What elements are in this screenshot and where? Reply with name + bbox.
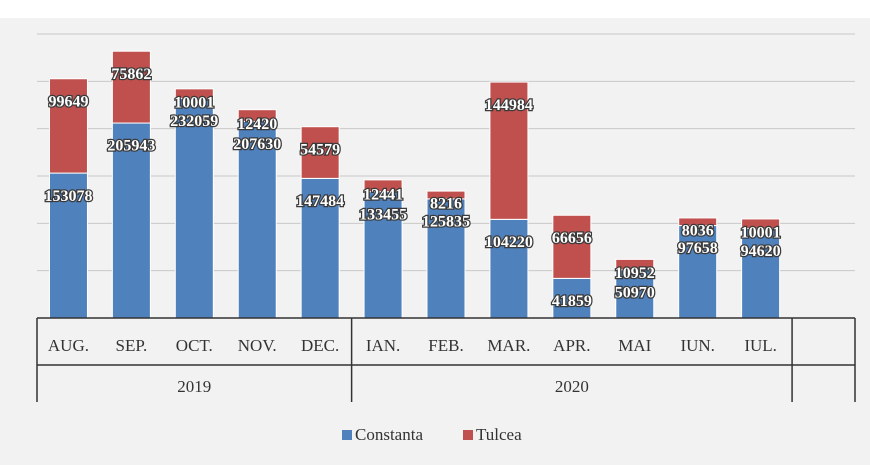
bar-segment <box>552 214 592 279</box>
bar-segment <box>48 78 88 174</box>
data-label: 125835 <box>422 214 470 231</box>
x-tick-label: FEB. <box>428 336 463 355</box>
data-label: 97658 <box>678 240 718 257</box>
data-label: 94620 <box>741 243 781 260</box>
data-label: 99649 <box>48 93 88 110</box>
legend-swatch <box>463 430 473 440</box>
data-label: 10001 <box>174 94 214 111</box>
x-tick-label: MAI <box>618 336 651 355</box>
legend-label: Constanta <box>355 425 423 444</box>
data-label: 8036 <box>682 222 714 239</box>
x-tick-label: OCT. <box>176 336 213 355</box>
data-label: 104220 <box>485 234 533 251</box>
x-tick-label: DEC. <box>301 336 339 355</box>
data-label: 133455 <box>359 206 407 223</box>
x-tick-label: SEP. <box>116 336 148 355</box>
bar-segment <box>300 177 340 319</box>
data-label: 50970 <box>615 284 655 301</box>
data-label: 12441 <box>363 186 403 203</box>
bar-segment <box>678 225 718 319</box>
bar-segment <box>111 50 151 124</box>
bar-segment <box>426 190 466 200</box>
data-label: 147484 <box>296 193 344 210</box>
bar-segment <box>174 97 214 319</box>
x-tick-label: APR. <box>553 336 590 355</box>
data-label: 10952 <box>615 265 655 282</box>
data-label: 205943 <box>107 138 155 155</box>
group-label: 2019 <box>177 377 211 396</box>
group-label: 2020 <box>555 377 589 396</box>
data-label: 54579 <box>300 141 340 158</box>
data-label: 66656 <box>552 230 592 247</box>
legend-label: Tulcea <box>476 425 522 444</box>
bar-segment <box>741 218 781 229</box>
bar-segment <box>237 109 277 122</box>
data-label: 144984 <box>485 97 533 114</box>
bar-segment <box>615 258 655 271</box>
x-tick-label: NOV. <box>238 336 277 355</box>
legend-swatch <box>342 430 352 440</box>
data-label: 207630 <box>233 136 281 153</box>
bar-segment <box>363 191 403 319</box>
bar-segment <box>174 88 214 99</box>
bar-segment <box>489 81 529 220</box>
x-tick-label: MAR. <box>487 336 530 355</box>
data-label: 10001 <box>741 224 781 241</box>
bar-segment <box>426 198 466 319</box>
data-label: 75862 <box>111 66 151 83</box>
x-tick-label: IUN. <box>680 336 714 355</box>
data-label: 232059 <box>170 113 218 130</box>
data-label: 8216 <box>430 196 462 213</box>
bar-segment <box>741 227 781 319</box>
bar-segment <box>363 179 403 193</box>
data-label: 153078 <box>44 188 92 205</box>
x-tick-label: IAN. <box>366 336 400 355</box>
data-label: 41859 <box>552 293 592 310</box>
bar-segment <box>300 126 340 179</box>
data-label: 12420 <box>237 116 277 133</box>
x-tick-label: IUL. <box>744 336 777 355</box>
bar-segment <box>489 218 529 319</box>
x-tick-label: AUG. <box>48 336 89 355</box>
bar-segment <box>678 217 718 227</box>
